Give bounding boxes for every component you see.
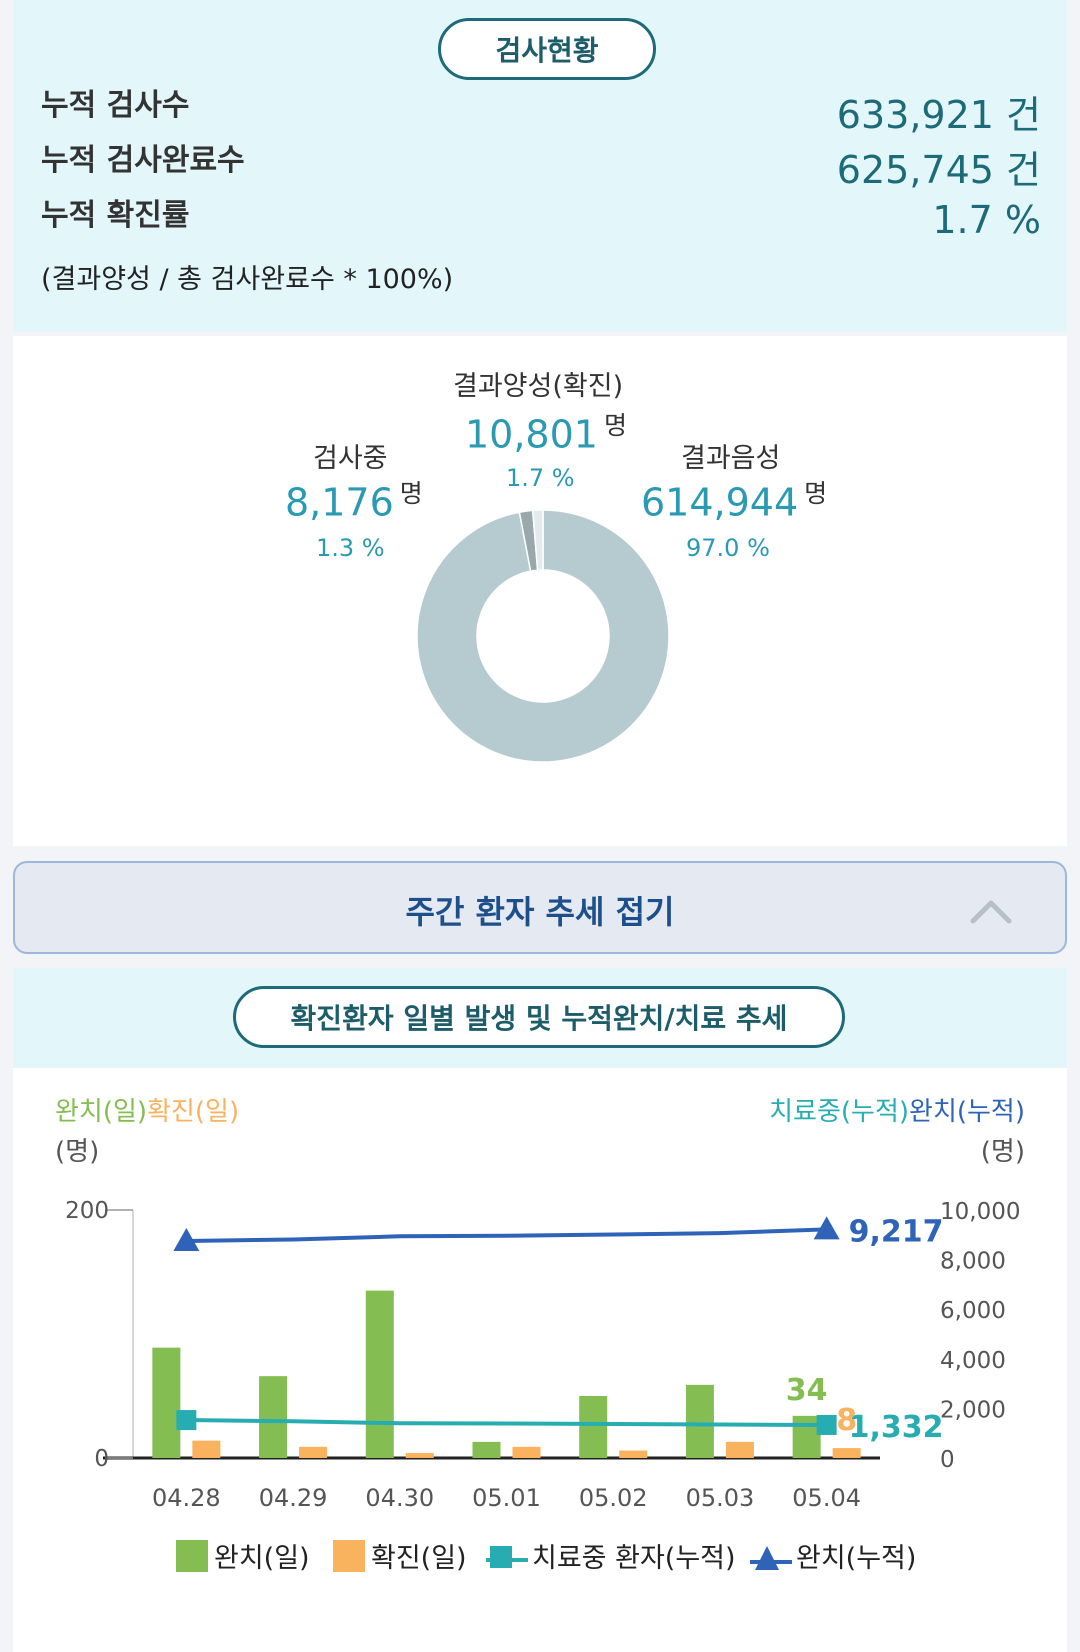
legend-swatch-orange bbox=[333, 1539, 365, 1572]
testing-label: 검사중 bbox=[313, 443, 388, 474]
confirmation-rate-value: 1.7 % bbox=[932, 198, 1041, 242]
chart-legend: 완치(일) 확진(일) 치료중 환자(누적) 완치(누적) bbox=[0, 1536, 1080, 1586]
testing-percent: 1.3 % bbox=[316, 534, 385, 562]
chevron-up-icon bbox=[970, 900, 1012, 924]
legend-label-recovered-daily: 완치(일) bbox=[214, 1543, 310, 1574]
data-label-3: 8 bbox=[836, 1403, 857, 1438]
legend-item-recovered-cumulative[interactable]: 완치(누적) bbox=[750, 1536, 916, 1575]
right-tick-label-0: 10,000 bbox=[940, 1199, 1020, 1225]
confirmed-daily-bar-5 bbox=[725, 1441, 754, 1458]
data-label-2: 34 bbox=[786, 1373, 828, 1408]
in-treatment-marker-0 bbox=[176, 1410, 197, 1431]
in-treatment-marker-6 bbox=[816, 1414, 837, 1435]
legend-label-recovered-cumulative: 완치(누적) bbox=[796, 1543, 917, 1574]
test-status-title: 검사현황 bbox=[438, 18, 656, 80]
x-tick-label-6: 05.04 bbox=[792, 1484, 861, 1512]
right-tick-label-2: 6,000 bbox=[940, 1298, 1006, 1324]
left-axis-title: 완치(일)확진(일) bbox=[55, 1097, 239, 1127]
testing-unit: 명 bbox=[399, 479, 423, 508]
right-axis-title-recovered: 완치(누적) bbox=[909, 1097, 1025, 1127]
test-status-panel: 검사현황 누적 검사수 633,921 건 누적 검사완료수 625,745 건… bbox=[13, 0, 1067, 332]
left-tick-label-0: 200 bbox=[65, 1198, 109, 1224]
x-tick-label-0: 04.28 bbox=[152, 1484, 221, 1512]
recovered-daily-bar-6 bbox=[792, 1415, 821, 1458]
recovered-cumulative-marker-6 bbox=[813, 1216, 840, 1240]
data-label-0: 9,217 bbox=[849, 1214, 944, 1249]
cumulative-tests-label: 누적 검사수 bbox=[41, 88, 190, 123]
test-result-donut-chart bbox=[416, 509, 670, 763]
left-axis-title-recovered: 완치(일) bbox=[55, 1097, 147, 1127]
positive-value: 10,801 명 bbox=[465, 411, 627, 457]
testing-value: 8,176 명 bbox=[285, 479, 423, 525]
x-tick-label-1: 04.29 bbox=[259, 1484, 328, 1512]
test-result-donut-panel: 결과양성(확진) 10,801 명 1.7 % 검사중 8,176 명 1.3 % … bbox=[13, 336, 1067, 846]
chart-title: 확진환자 일별 발생 및 누적완치/치료 추세 bbox=[233, 986, 845, 1048]
positive-label: 결과양성(확진) bbox=[453, 371, 624, 402]
positive-unit: 명 bbox=[603, 411, 627, 440]
confirmed-daily-bar-0 bbox=[192, 1440, 221, 1458]
x-tick-label-4: 05.02 bbox=[579, 1484, 648, 1512]
right-tick-label-5: 0 bbox=[940, 1447, 955, 1473]
x-tick-label-2: 04.30 bbox=[365, 1484, 434, 1512]
right-axis-unit: (명) bbox=[981, 1137, 1025, 1167]
negative-label: 결과음성 bbox=[681, 443, 781, 474]
cumulative-tests-value: 633,921 건 bbox=[836, 93, 1041, 137]
legend-line-triangle-icon bbox=[750, 1545, 792, 1570]
positive-percent: 1.7 % bbox=[506, 464, 575, 492]
x-tick-label-5: 05.03 bbox=[686, 1484, 755, 1512]
legend-item-recovered-daily[interactable]: 완치(일) bbox=[176, 1536, 310, 1575]
x-tick-label-3: 05.01 bbox=[472, 1484, 541, 1512]
weekly-trend-collapse-button[interactable]: 주간 환자 추세 접기 bbox=[13, 861, 1067, 954]
confirmed-daily-bar-2 bbox=[405, 1453, 434, 1458]
donut-slice-0 bbox=[416, 509, 670, 763]
recovered-daily-bar-3 bbox=[472, 1441, 501, 1458]
confirmed-daily-bar-1 bbox=[299, 1446, 328, 1458]
collapse-label: 주간 환자 추세 접기 bbox=[405, 893, 675, 931]
legend-item-confirmed-daily[interactable]: 확진(일) bbox=[333, 1536, 467, 1575]
negative-percent: 97.0 % bbox=[686, 534, 770, 562]
left-tick-label-1: 0 bbox=[94, 1446, 109, 1472]
legend-label-in-treatment: 치료중 환자(누적) bbox=[532, 1543, 736, 1574]
recovered-cumulative-marker-0 bbox=[173, 1228, 200, 1251]
right-tick-label-4: 2,000 bbox=[940, 1397, 1006, 1423]
confirmed-daily-bar-4 bbox=[619, 1450, 648, 1458]
legend-line-square-icon bbox=[486, 1545, 528, 1568]
cumulative-completed-label: 누적 검사완료수 bbox=[41, 143, 245, 178]
trend-chart: 완치(일)확진(일) (명) 치료중(누적)완치(누적) (명) 200 0 10,000 8… bbox=[55, 1097, 1025, 1512]
recovered-daily-bar-5 bbox=[685, 1384, 714, 1458]
negative-unit: 명 bbox=[804, 479, 828, 508]
recovered-daily-bar-1 bbox=[259, 1376, 288, 1458]
negative-value: 614,944 명 bbox=[641, 479, 828, 525]
right-axis-title-treatment: 치료중(누적) bbox=[769, 1097, 909, 1127]
confirmed-daily-bar-3 bbox=[512, 1446, 541, 1458]
rate-formula-note: (결과양성 / 총 검사완료수 * 100%) bbox=[41, 264, 454, 295]
recovered-daily-bar-0 bbox=[152, 1347, 181, 1458]
legend-label-confirmed-daily: 확진(일) bbox=[371, 1543, 467, 1574]
left-axis-title-confirmed: 확진(일) bbox=[147, 1097, 239, 1127]
confirmed-daily-bar-6 bbox=[832, 1448, 861, 1458]
left-axis-unit: (명) bbox=[55, 1137, 99, 1167]
recovered-daily-bar-4 bbox=[579, 1396, 608, 1458]
legend-item-in-treatment[interactable]: 치료중 환자(누적) bbox=[486, 1536, 736, 1575]
cumulative-completed-value: 625,745 건 bbox=[836, 148, 1041, 192]
legend-swatch-green bbox=[176, 1539, 208, 1572]
recovered-daily-bar-2 bbox=[365, 1290, 394, 1458]
recovered-cumulative-line bbox=[186, 1227, 827, 1243]
right-axis-title: 치료중(누적)완치(누적) bbox=[769, 1097, 1025, 1127]
confirmation-rate-label: 누적 확진률 bbox=[41, 198, 190, 233]
right-tick-label-3: 4,000 bbox=[940, 1348, 1006, 1374]
in-treatment-line bbox=[186, 1418, 827, 1427]
data-label-1: 1,332 bbox=[849, 1410, 944, 1445]
chart-header-panel: 확진환자 일별 발생 및 누적완치/치료 추세 bbox=[13, 968, 1067, 1068]
donut-slice-2 bbox=[531, 509, 544, 572]
right-tick-label-1: 8,000 bbox=[940, 1249, 1006, 1275]
